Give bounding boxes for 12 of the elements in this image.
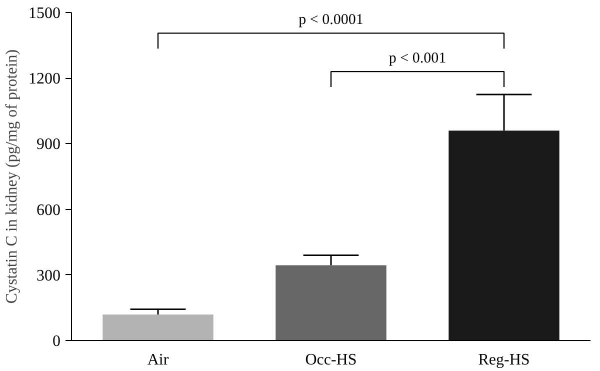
y-tick-label: 300: [36, 267, 60, 284]
y-axis-title: Cystatin C in kidney (pg/mg of protein): [4, 49, 20, 304]
y-tick-label: 1200: [28, 70, 60, 88]
y-tick-label: 1500: [28, 5, 60, 22]
y-tick-label: 0: [52, 333, 60, 350]
annotation: p < 0.0001: [298, 12, 364, 28]
y-tick-label: 600: [36, 202, 60, 219]
annotation: p < 0.001: [388, 50, 446, 67]
y-tick-label: 900: [36, 136, 60, 154]
x-tick-label: Occ-HS: [305, 352, 357, 368]
x-tick-label: Air: [147, 352, 170, 368]
x-tick-label: Reg-HS: [478, 352, 530, 368]
